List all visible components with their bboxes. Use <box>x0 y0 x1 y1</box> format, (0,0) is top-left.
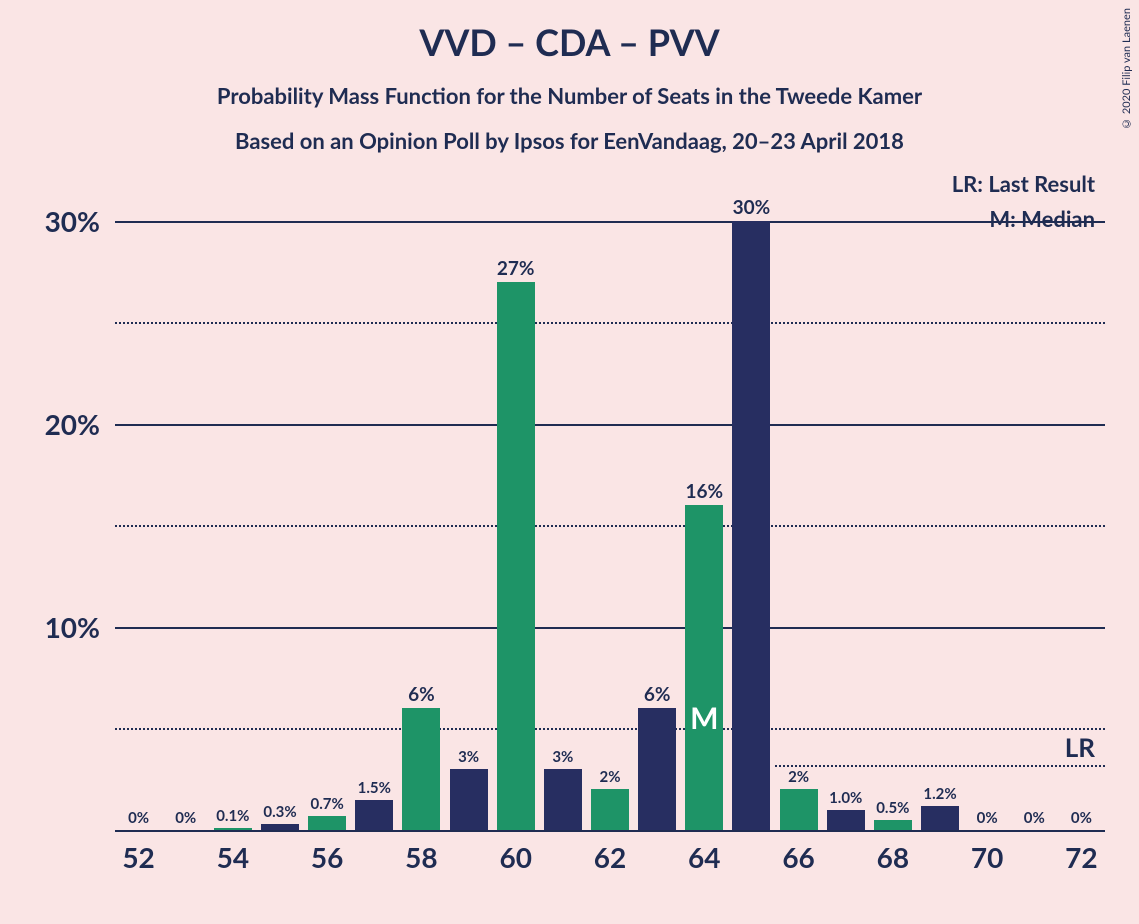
median-marker: M <box>690 700 718 736</box>
bar <box>685 505 723 830</box>
bar-value-label: 3% <box>458 748 479 766</box>
y-axis-label: 30% <box>20 204 100 238</box>
legend-m: M: Median <box>989 205 1095 232</box>
bar-value-label: 27% <box>497 257 535 280</box>
bar-value-label: 0.1% <box>216 807 249 825</box>
legend-lr: LR: Last Result <box>952 170 1095 197</box>
chart-title: VVD – CDA – PVV <box>0 0 1139 64</box>
baseline <box>115 830 1105 832</box>
bar-value-label: 0.7% <box>311 795 344 813</box>
plot-area: LR: Last Result M: Median 10%20%30%LR0%0… <box>115 180 1105 830</box>
bar <box>402 708 440 830</box>
x-axis-label: 70 <box>971 840 1003 874</box>
gridline-major <box>115 627 1105 629</box>
chart-container: VVD – CDA – PVV Probability Mass Functio… <box>0 0 1139 924</box>
bar-value-label: 16% <box>685 480 723 503</box>
x-axis-label: 60 <box>499 840 531 874</box>
bar <box>497 282 535 830</box>
bar-value-label: 6% <box>408 683 435 706</box>
gridline-major <box>115 221 1105 223</box>
gridline-minor <box>115 525 1105 527</box>
bar-value-label: 0% <box>1071 809 1092 827</box>
bar-value-label: 0% <box>1024 809 1045 827</box>
bar <box>780 789 818 830</box>
bar <box>874 820 912 830</box>
bar-value-label: 3% <box>552 748 573 766</box>
bar-value-label: 0% <box>175 809 196 827</box>
bar <box>355 800 393 830</box>
bar-value-label: 1.2% <box>923 785 956 803</box>
bar-value-label: 0.5% <box>876 799 909 817</box>
x-axis-label: 56 <box>311 840 343 874</box>
y-axis-label: 10% <box>20 610 100 644</box>
bar <box>591 789 629 830</box>
x-axis-label: 52 <box>122 840 154 874</box>
bar <box>921 806 959 830</box>
bar <box>732 221 770 830</box>
bar <box>638 708 676 830</box>
x-axis-label: 72 <box>1065 840 1097 874</box>
bar-value-label: 2% <box>788 768 809 786</box>
lr-reference-line <box>775 765 1105 767</box>
bar-value-label: 30% <box>733 196 771 219</box>
chart-subtitle-2: Based on an Opinion Poll by Ipsos for Ee… <box>0 127 1139 154</box>
gridline-minor <box>115 322 1105 324</box>
x-axis-label: 54 <box>217 840 249 874</box>
lr-label: LR <box>1065 731 1095 763</box>
x-axis-label: 58 <box>405 840 437 874</box>
gridline-major <box>115 424 1105 426</box>
bar <box>308 816 346 830</box>
bar <box>450 769 488 830</box>
bar <box>261 824 299 830</box>
bar <box>544 769 582 830</box>
bar <box>214 828 252 830</box>
bar <box>827 810 865 830</box>
copyright-text: © 2020 Filip van Laenen <box>1120 8 1133 130</box>
y-axis-label: 20% <box>20 407 100 441</box>
x-axis-label: 64 <box>688 840 720 874</box>
bar-value-label: 0.3% <box>263 803 296 821</box>
gridline-minor <box>115 728 1105 730</box>
chart-subtitle-1: Probability Mass Function for the Number… <box>0 82 1139 109</box>
bar-value-label: 2% <box>600 768 621 786</box>
x-axis-label: 66 <box>782 840 814 874</box>
bar-value-label: 0% <box>128 809 149 827</box>
bar-value-label: 1.0% <box>829 789 862 807</box>
bar-value-label: 6% <box>644 683 671 706</box>
bar-value-label: 0% <box>977 809 998 827</box>
x-axis-label: 62 <box>594 840 626 874</box>
x-axis-label: 68 <box>877 840 909 874</box>
bar-value-label: 1.5% <box>358 779 391 797</box>
